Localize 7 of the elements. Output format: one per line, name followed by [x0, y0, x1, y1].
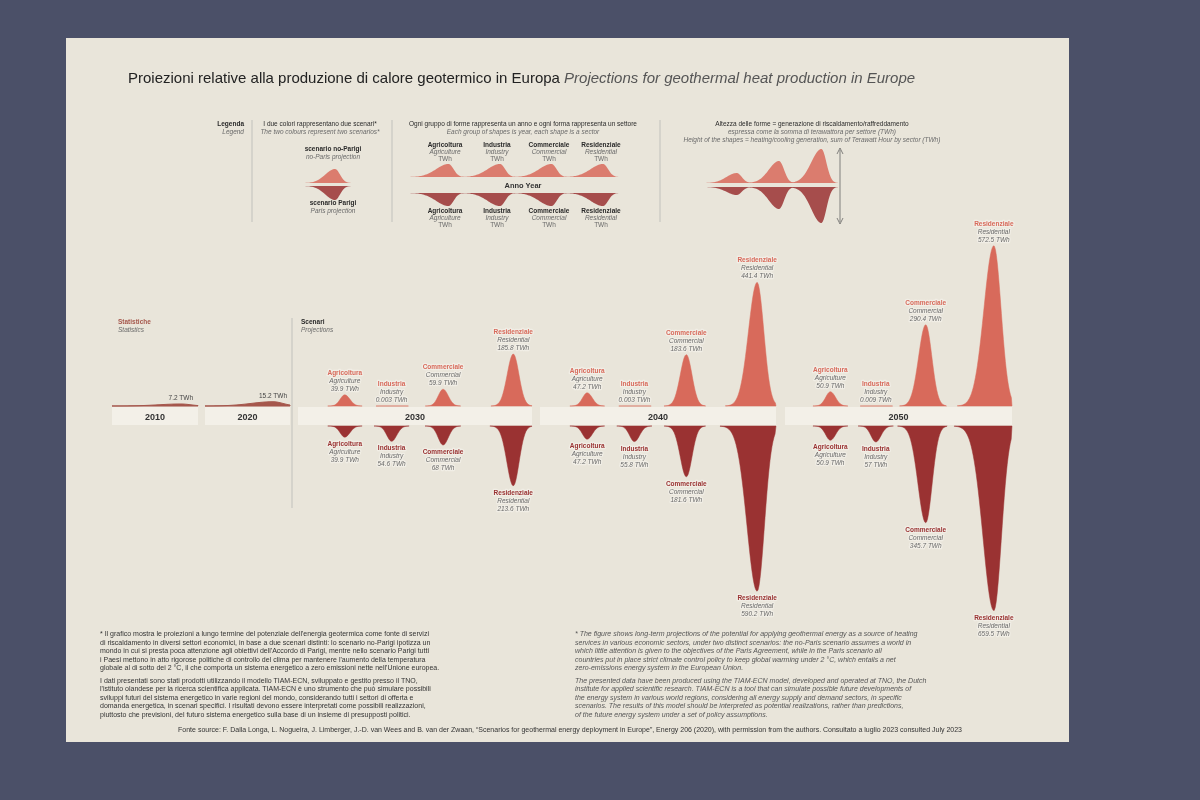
category-label: 2020 — [237, 412, 258, 422]
category-label: 2050 — [888, 412, 909, 422]
category-label: 2030 — [404, 412, 426, 422]
text: Projections for geothermal heat production in Europe — [559, 69, 916, 86]
category-label: 2010 — [144, 412, 166, 422]
text: Proiezioni relative alla produzione di calore geotermico in Europa — [128, 69, 561, 86]
category-label: 2040 — [647, 412, 669, 422]
